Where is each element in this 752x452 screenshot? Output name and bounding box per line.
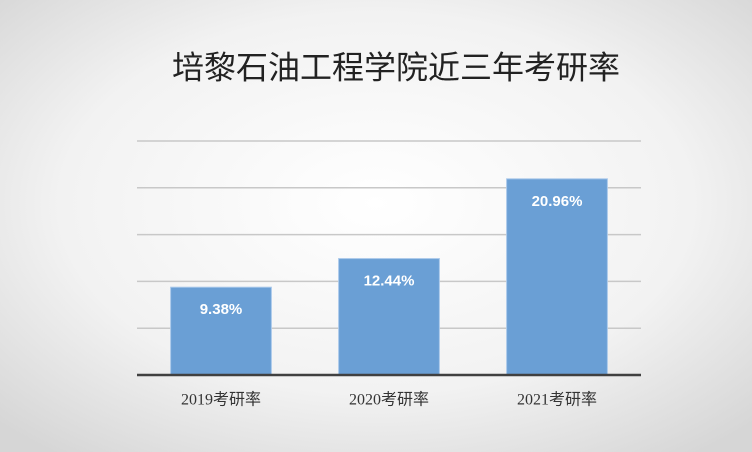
data-label: 20.96% <box>532 193 583 210</box>
data-label: 12.44% <box>364 273 415 290</box>
bar <box>170 286 272 376</box>
x-tick-label: 2021考研率 <box>517 391 597 409</box>
data-label: 9.38% <box>200 301 243 318</box>
x-tick-label: 2019考研率 <box>181 391 261 409</box>
x-tick-label: 2020考研率 <box>349 391 429 409</box>
chart-title: 培黎石油工程学院近三年考研率 <box>172 49 620 87</box>
